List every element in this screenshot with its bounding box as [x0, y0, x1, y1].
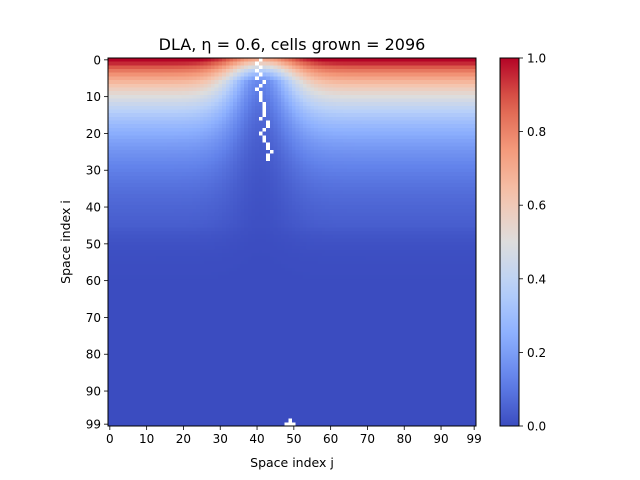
x-tick-label: 0	[106, 432, 114, 446]
colorbar-tick-label: 0.4	[527, 272, 546, 286]
colorbar-tick-label: 0.6	[527, 199, 546, 213]
y-tick-label: 99	[86, 418, 101, 432]
colorbar-tick-label: 0.2	[527, 346, 546, 360]
x-tick-label: 20	[176, 432, 191, 446]
x-tick-label: 50	[286, 432, 301, 446]
y-tick-label: 60	[86, 274, 101, 288]
colorbar-ticks: 0.0 0.2 0.4 0.6 0.8 1.0	[519, 52, 546, 434]
colorbar-tick-label: 0.0	[527, 420, 546, 434]
colorbar-gradient	[499, 57, 520, 427]
x-tick-label: 40	[249, 432, 264, 446]
colorbar: 0.0 0.2 0.4 0.6 0.8 1.0	[499, 52, 546, 434]
heatmap-plot	[107, 57, 477, 427]
dla-cluster	[108, 58, 476, 426]
y-tick-label: 70	[86, 311, 101, 325]
y-tick-label: 80	[86, 348, 101, 362]
y-tick-label: 90	[86, 385, 101, 399]
x-axis-label: Space index j	[250, 455, 334, 470]
y-tick-label: 20	[86, 127, 101, 141]
plot-frame	[107, 57, 477, 427]
y-axis: 0 10 20 30 40 50 60 70 80 90 99	[86, 53, 108, 432]
x-tick-label: 99	[467, 432, 482, 446]
x-tick-label: 90	[433, 432, 448, 446]
chart-title: DLA, η = 0.6, cells grown = 2096	[159, 35, 426, 54]
x-tick-label: 60	[323, 432, 338, 446]
x-tick-label: 30	[213, 432, 228, 446]
colorbar-tick-label: 0.8	[527, 125, 546, 139]
x-axis: 0 10 20 30 40 50 60 70 80 90 99	[106, 426, 482, 446]
y-tick-label: 10	[86, 90, 101, 104]
y-axis-label: Space index i	[58, 200, 73, 284]
x-tick-label: 70	[360, 432, 375, 446]
x-tick-label: 10	[139, 432, 154, 446]
y-tick-label: 0	[93, 53, 101, 67]
y-tick-label: 30	[86, 164, 101, 178]
colorbar-tick-label: 1.0	[527, 52, 546, 66]
x-tick-label: 80	[397, 432, 412, 446]
y-tick-label: 50	[86, 237, 101, 251]
y-tick-label: 40	[86, 201, 101, 215]
